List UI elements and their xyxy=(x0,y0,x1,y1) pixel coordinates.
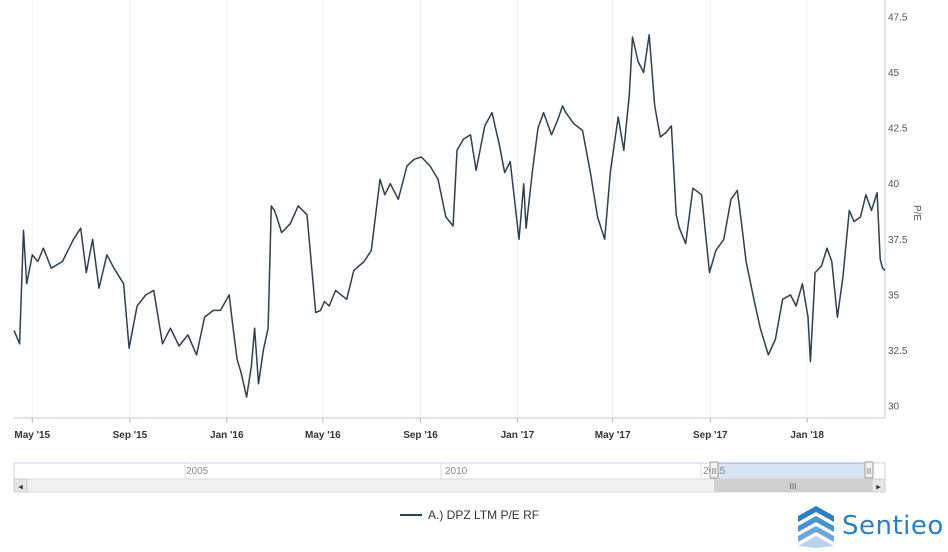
sentieo-logo-text: Sentieo xyxy=(842,511,944,541)
scrollbar-thumb[interactable] xyxy=(714,479,872,492)
y-axis-label: P/E xyxy=(911,205,922,221)
x-tick-label: Sep '17 xyxy=(693,430,728,441)
y-tick-label: 35 xyxy=(888,290,900,301)
x-tick-label: Jan '16 xyxy=(210,430,244,441)
legend-swatch xyxy=(400,514,422,516)
y-tick-label: 37.5 xyxy=(888,235,908,246)
navigator-selection[interactable] xyxy=(713,462,870,480)
y-tick-label: 45 xyxy=(888,68,900,79)
scroll-left-button[interactable] xyxy=(13,478,28,493)
navigator-left-handle[interactable]: II xyxy=(709,461,719,479)
scroll-right-arrow-icon: ▸ xyxy=(876,482,881,492)
x-tick-label: Jan '17 xyxy=(501,430,535,441)
legend-label: A.) DPZ LTM P/E RF xyxy=(428,508,540,522)
scrollbar-thumb-grip: III xyxy=(790,482,797,491)
series-layer xyxy=(13,34,886,398)
x-axis: May '15 Sep '15 Jan '16 May '16 Sep '16 Jan '… xyxy=(14,417,885,441)
y-tick-label: 30 xyxy=(888,402,900,413)
y-axis: 30 32.5 35 37.5 40 42.5 45 47.5 xyxy=(884,0,908,418)
sentieo-logo-icon xyxy=(798,506,834,548)
scrollbar[interactable]: III ◂ ▸ xyxy=(13,478,886,493)
series-line xyxy=(13,34,886,398)
x-tick-label: Sep '15 xyxy=(113,430,148,441)
y-tick-label: 40 xyxy=(888,179,900,190)
navigator-label-2010: 2010 xyxy=(445,466,468,477)
sentieo-logo: Sentieo xyxy=(796,504,944,548)
navigator-left-handle-glyph: II xyxy=(712,467,716,476)
navigator-right-handle[interactable]: II xyxy=(864,461,874,479)
grid-lines xyxy=(31,0,808,418)
y-tick-label: 42.5 xyxy=(888,124,908,135)
plot-area xyxy=(14,0,885,418)
legend-item[interactable]: A.) DPZ LTM P/E RF xyxy=(400,508,539,522)
x-tick-label: Sep '16 xyxy=(403,430,438,441)
x-tick-label: May '16 xyxy=(305,430,341,441)
navigator-right-handle-glyph: II xyxy=(867,467,871,476)
x-tick-label: May '17 xyxy=(595,430,631,441)
x-tick-label: Jan '18 xyxy=(790,430,824,441)
y-tick-label: 47.5 xyxy=(888,13,908,24)
range-navigator[interactable]: 2005 2010 2015 II II xyxy=(13,461,886,480)
x-tick-label: May '15 xyxy=(14,430,50,441)
navigator-label-2005: 2005 xyxy=(186,466,209,477)
y-tick-label: 32.5 xyxy=(888,346,908,357)
scroll-left-arrow-icon: ◂ xyxy=(18,482,23,492)
scroll-right-button[interactable] xyxy=(871,478,886,493)
